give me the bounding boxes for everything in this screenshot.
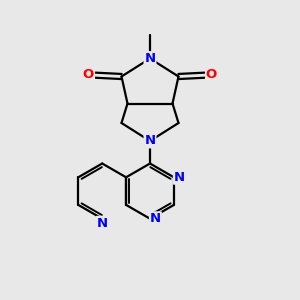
Text: N: N: [97, 217, 108, 230]
Text: O: O: [206, 68, 217, 82]
Text: N: N: [144, 52, 156, 65]
Text: O: O: [83, 68, 94, 82]
Text: N: N: [174, 171, 185, 184]
Text: N: N: [150, 212, 161, 225]
Text: N: N: [144, 134, 156, 148]
